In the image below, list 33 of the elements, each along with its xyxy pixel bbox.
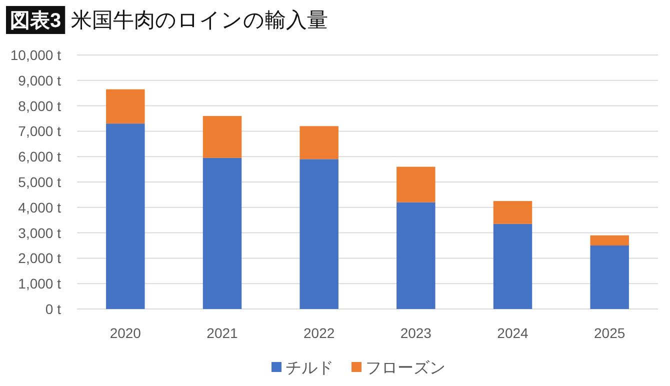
y-tick-label: 10,000 t — [10, 47, 62, 63]
bar — [396, 166, 436, 202]
bar — [202, 116, 242, 158]
x-tick-label: 2025 — [594, 325, 626, 341]
y-tick-label: 5,000 t — [18, 174, 62, 190]
legend-label: フローズン — [366, 360, 446, 377]
y-tick-label: 1,000 t — [18, 276, 62, 292]
y-tick-label: 7,000 t — [18, 123, 62, 140]
bar — [300, 159, 338, 309]
bar — [396, 202, 436, 309]
y-tick-label: 2,000 t — [18, 250, 62, 266]
bar — [493, 201, 532, 224]
x-tick-label: 2021 — [206, 325, 238, 341]
bar — [590, 235, 629, 246]
y-tick-label: 3,000 t — [18, 224, 62, 241]
x-tick-label: 2020 — [110, 325, 142, 341]
x-tick-label: 2022 — [304, 325, 335, 341]
bar — [300, 126, 338, 160]
legend-label: チルド — [286, 360, 334, 377]
bar — [106, 124, 145, 309]
chart-title: 米国牛肉のロインの輸入量 — [71, 9, 328, 32]
y-tick-label: 0 t — [45, 301, 62, 317]
x-tick-label: 2024 — [497, 325, 529, 341]
x-tick-label: 2023 — [400, 325, 432, 341]
y-tick-label: 6,000 t — [18, 148, 62, 165]
bar — [202, 158, 242, 309]
bar — [106, 89, 145, 124]
bar — [493, 224, 532, 309]
y-tick-label: 4,000 t — [18, 199, 62, 216]
bar — [590, 246, 629, 309]
y-tick-label: 9,000 t — [18, 72, 62, 88]
y-tick-label: 8,000 t — [18, 98, 62, 114]
annotation: 図表3 — [6, 6, 66, 34]
